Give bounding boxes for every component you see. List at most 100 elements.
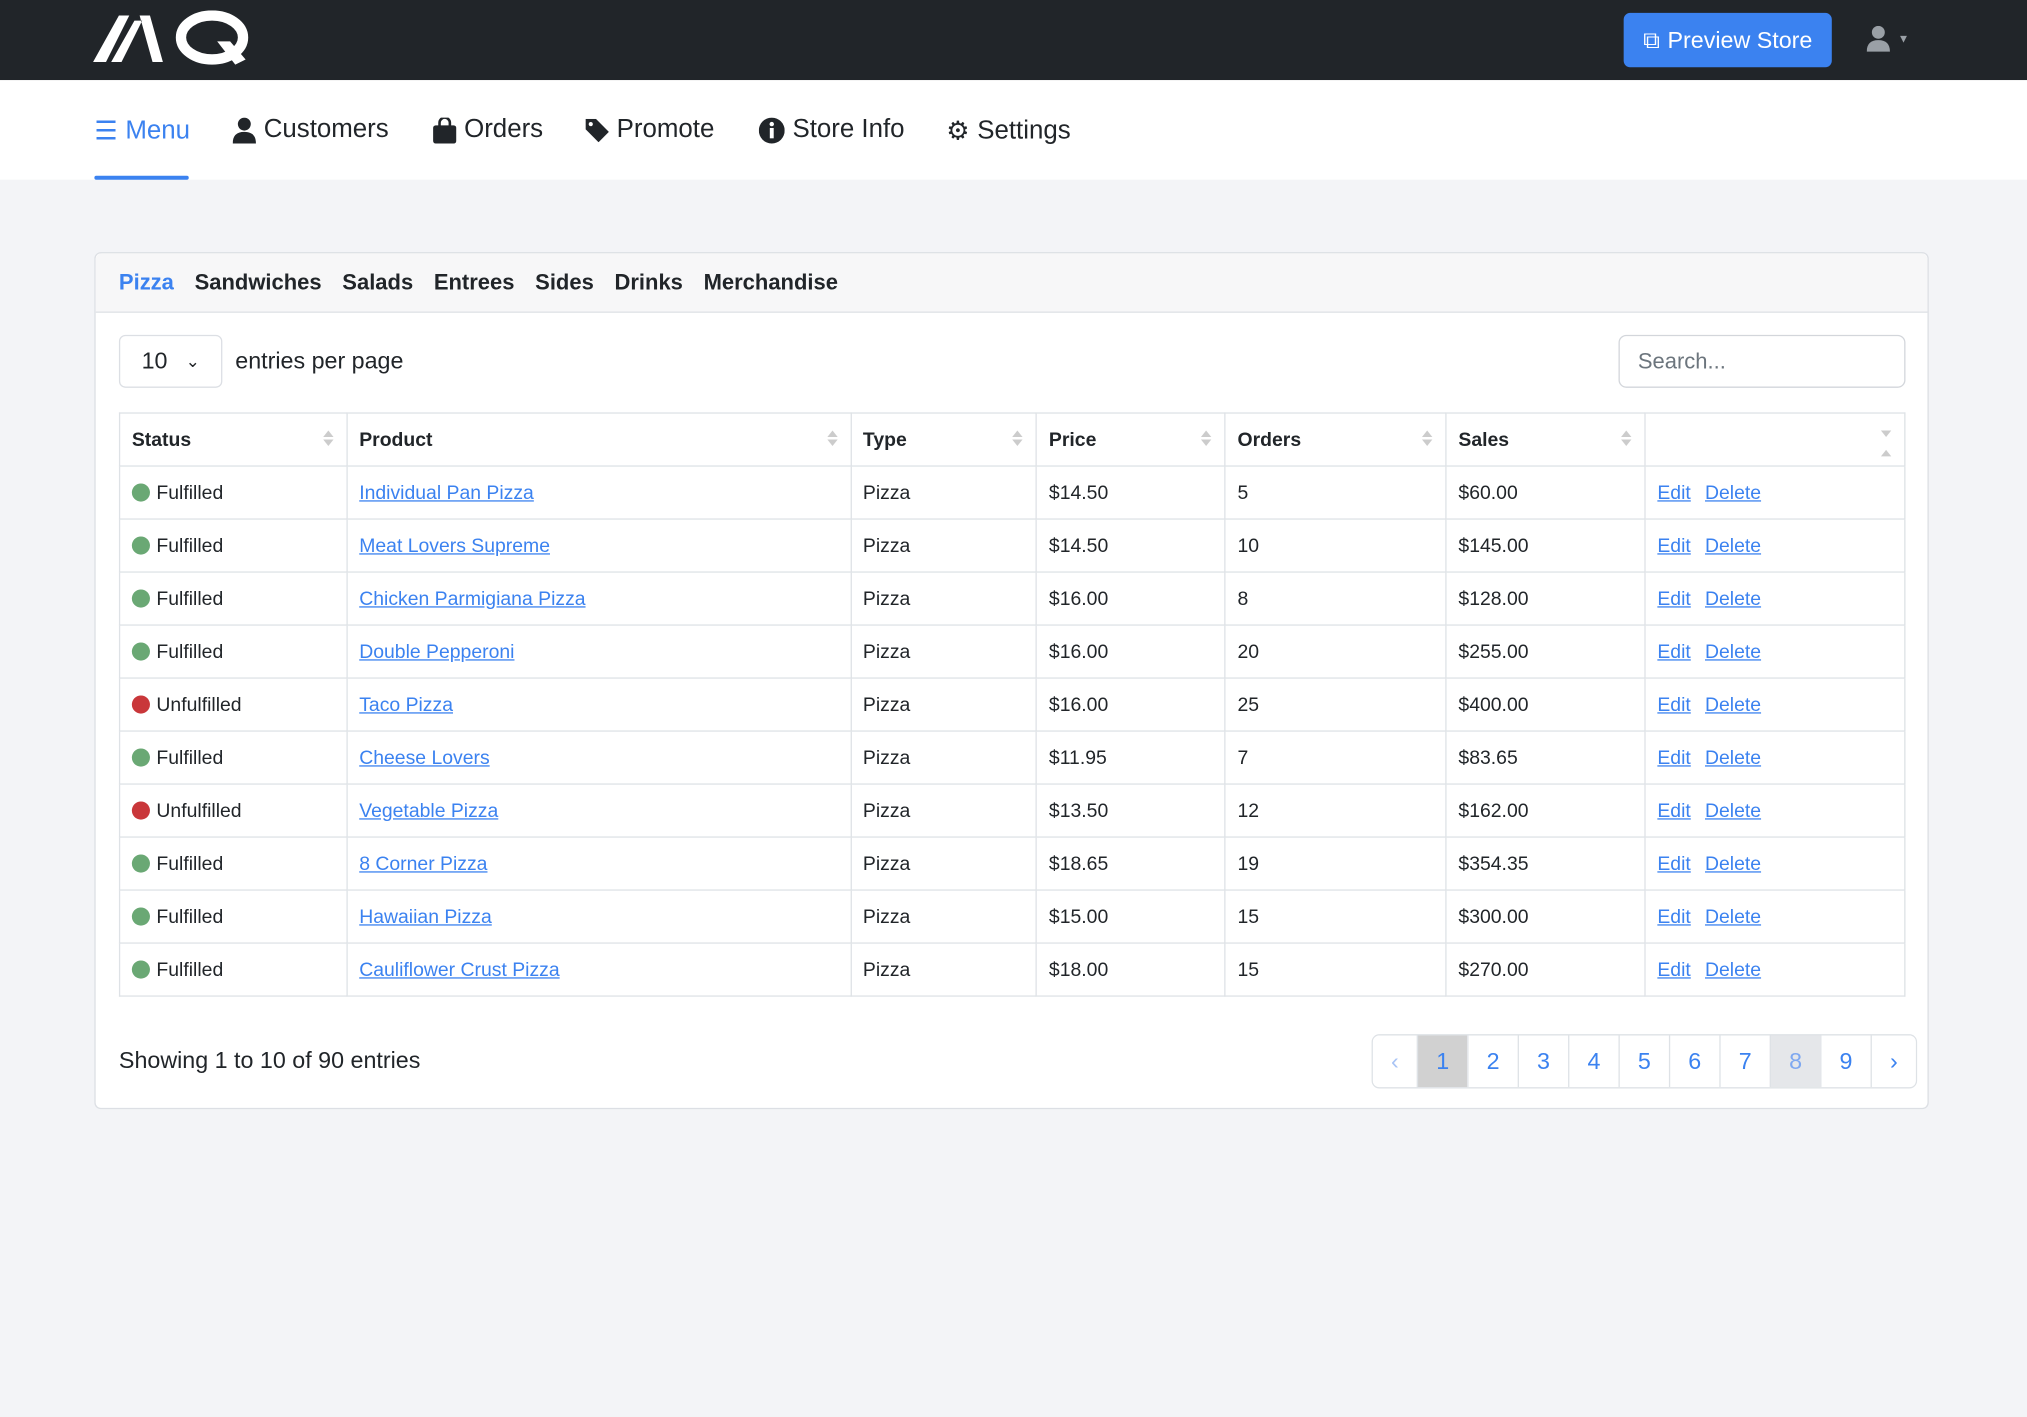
page-button[interactable]: 2 bbox=[1467, 1035, 1518, 1088]
product-link[interactable]: Cauliflower Crust Pizza bbox=[359, 958, 560, 981]
page-button[interactable]: 7 bbox=[1719, 1035, 1770, 1088]
price-cell: $14.50 bbox=[1036, 465, 1226, 520]
tab-pizza[interactable]: Pizza bbox=[118, 269, 174, 295]
actions-cell: Edit Delete bbox=[1644, 783, 1906, 838]
type-cell: Pizza bbox=[849, 571, 1038, 626]
status-text: Fulfilled bbox=[156, 587, 224, 610]
status-dot-icon bbox=[131, 906, 150, 925]
product-link[interactable]: Double Pepperoni bbox=[359, 640, 515, 663]
nav-promote[interactable]: Promote bbox=[585, 115, 714, 145]
product-link[interactable]: 8 Corner Pizza bbox=[359, 852, 488, 875]
delete-link[interactable]: Delete bbox=[1705, 534, 1762, 557]
type-cell: Pizza bbox=[849, 889, 1038, 944]
product-link[interactable]: Individual Pan Pizza bbox=[359, 481, 534, 504]
nav-orders[interactable]: Orders bbox=[433, 115, 543, 145]
column-header[interactable]: Sales bbox=[1445, 412, 1646, 467]
column-header[interactable]: Status bbox=[118, 412, 348, 467]
product-cell: Taco Pizza bbox=[346, 677, 852, 732]
user-icon bbox=[232, 116, 256, 143]
status-dot-icon bbox=[131, 800, 150, 819]
product-cell: Cauliflower Crust Pizza bbox=[346, 942, 852, 997]
user-menu[interactable]: ▼ bbox=[1866, 25, 1909, 52]
column-header[interactable]: Type bbox=[849, 412, 1038, 467]
column-header[interactable] bbox=[1644, 412, 1906, 467]
tab-drinks[interactable]: Drinks bbox=[614, 269, 683, 295]
page-button[interactable]: 6 bbox=[1668, 1035, 1720, 1088]
edit-link[interactable]: Edit bbox=[1657, 958, 1691, 981]
page-button[interactable]: 4 bbox=[1568, 1035, 1619, 1088]
column-label: Price bbox=[1048, 428, 1097, 451]
status-dot-icon bbox=[131, 588, 150, 607]
edit-link[interactable]: Edit bbox=[1657, 905, 1691, 928]
edit-link[interactable]: Edit bbox=[1657, 799, 1691, 822]
edit-link[interactable]: Edit bbox=[1657, 640, 1691, 663]
per-page-select[interactable]: 10 ⌄ bbox=[118, 334, 223, 388]
delete-link[interactable]: Delete bbox=[1705, 587, 1762, 610]
search-input[interactable] bbox=[1618, 334, 1906, 388]
status-cell: Fulfilled bbox=[118, 465, 348, 520]
status-dot-icon bbox=[131, 482, 150, 501]
column-header[interactable]: Product bbox=[346, 412, 852, 467]
column-header[interactable]: Orders bbox=[1224, 412, 1447, 467]
product-link[interactable]: Hawaiian Pizza bbox=[359, 905, 492, 928]
product-link[interactable]: Cheese Lovers bbox=[359, 746, 490, 769]
table-row: Unfulfilled Taco Pizza Pizza $16.00 25 $… bbox=[118, 677, 1906, 732]
nav-settings[interactable]: ⚙ Settings bbox=[946, 116, 1071, 147]
orders-cell: 12 bbox=[1224, 783, 1447, 838]
tab-sides[interactable]: Sides bbox=[535, 269, 594, 295]
edit-link[interactable]: Edit bbox=[1657, 746, 1691, 769]
actions-cell: Edit Delete bbox=[1644, 677, 1906, 732]
table-row: Fulfilled Individual Pan Pizza Pizza $14… bbox=[118, 465, 1906, 520]
tab-salads[interactable]: Salads bbox=[342, 269, 414, 295]
tab-merchandise[interactable]: Merchandise bbox=[703, 269, 838, 295]
table-row: Fulfilled Hawaiian Pizza Pizza $15.00 15… bbox=[118, 889, 1906, 944]
delete-link[interactable]: Delete bbox=[1705, 958, 1762, 981]
product-link[interactable]: Meat Lovers Supreme bbox=[359, 534, 550, 557]
edit-link[interactable]: Edit bbox=[1657, 852, 1691, 875]
product-cell: Hawaiian Pizza bbox=[346, 889, 852, 944]
sort-icon bbox=[826, 430, 838, 446]
actions-cell: Edit Delete bbox=[1644, 942, 1906, 997]
delete-link[interactable]: Delete bbox=[1705, 852, 1762, 875]
table-row: Fulfilled Meat Lovers Supreme Pizza $14.… bbox=[118, 518, 1906, 573]
nav-customers[interactable]: Customers bbox=[232, 115, 389, 145]
edit-link[interactable]: Edit bbox=[1657, 534, 1691, 557]
page-button[interactable]: 9 bbox=[1820, 1035, 1871, 1088]
external-link-icon: ⧉ bbox=[1643, 26, 1660, 53]
nav-store-info[interactable]: Store Info bbox=[758, 115, 905, 145]
page-button[interactable]: 3 bbox=[1517, 1035, 1569, 1088]
orders-cell: 19 bbox=[1224, 836, 1447, 891]
delete-link[interactable]: Delete bbox=[1705, 905, 1762, 928]
sales-cell: $270.00 bbox=[1445, 942, 1646, 997]
sort-icon bbox=[1880, 430, 1892, 457]
status-cell: Fulfilled bbox=[118, 942, 348, 997]
product-link[interactable]: Taco Pizza bbox=[359, 693, 454, 716]
top-navbar: ⧉ Preview Store ▼ bbox=[0, 0, 2027, 81]
edit-link[interactable]: Edit bbox=[1657, 587, 1691, 610]
edit-link[interactable]: Edit bbox=[1657, 481, 1691, 504]
prev-page-button[interactable]: ‹ bbox=[1372, 1035, 1417, 1088]
nav-menu[interactable]: ☰ Menu bbox=[94, 116, 190, 147]
page-button[interactable]: 1 bbox=[1416, 1035, 1468, 1088]
next-page-button[interactable]: › bbox=[1870, 1035, 1916, 1088]
product-link[interactable]: Vegetable Pizza bbox=[359, 799, 499, 822]
type-cell: Pizza bbox=[849, 677, 1038, 732]
page-button[interactable]: 8 bbox=[1769, 1035, 1821, 1088]
tab-sandwiches[interactable]: Sandwiches bbox=[194, 269, 322, 295]
delete-link[interactable]: Delete bbox=[1705, 799, 1762, 822]
brand-logo[interactable] bbox=[90, 10, 250, 67]
product-link[interactable]: Chicken Parmigiana Pizza bbox=[359, 587, 586, 610]
tab-entrees[interactable]: Entrees bbox=[433, 269, 515, 295]
page-button[interactable]: 5 bbox=[1618, 1035, 1669, 1088]
delete-link[interactable]: Delete bbox=[1705, 693, 1762, 716]
active-tab-indicator bbox=[94, 175, 189, 180]
delete-link[interactable]: Delete bbox=[1705, 746, 1762, 769]
edit-link[interactable]: Edit bbox=[1657, 693, 1691, 716]
sort-icon bbox=[1012, 430, 1024, 446]
column-header[interactable]: Price bbox=[1036, 412, 1226, 467]
preview-store-button[interactable]: ⧉ Preview Store bbox=[1623, 12, 1832, 68]
delete-link[interactable]: Delete bbox=[1705, 640, 1762, 663]
column-label: Product bbox=[359, 428, 433, 451]
delete-link[interactable]: Delete bbox=[1705, 481, 1762, 504]
